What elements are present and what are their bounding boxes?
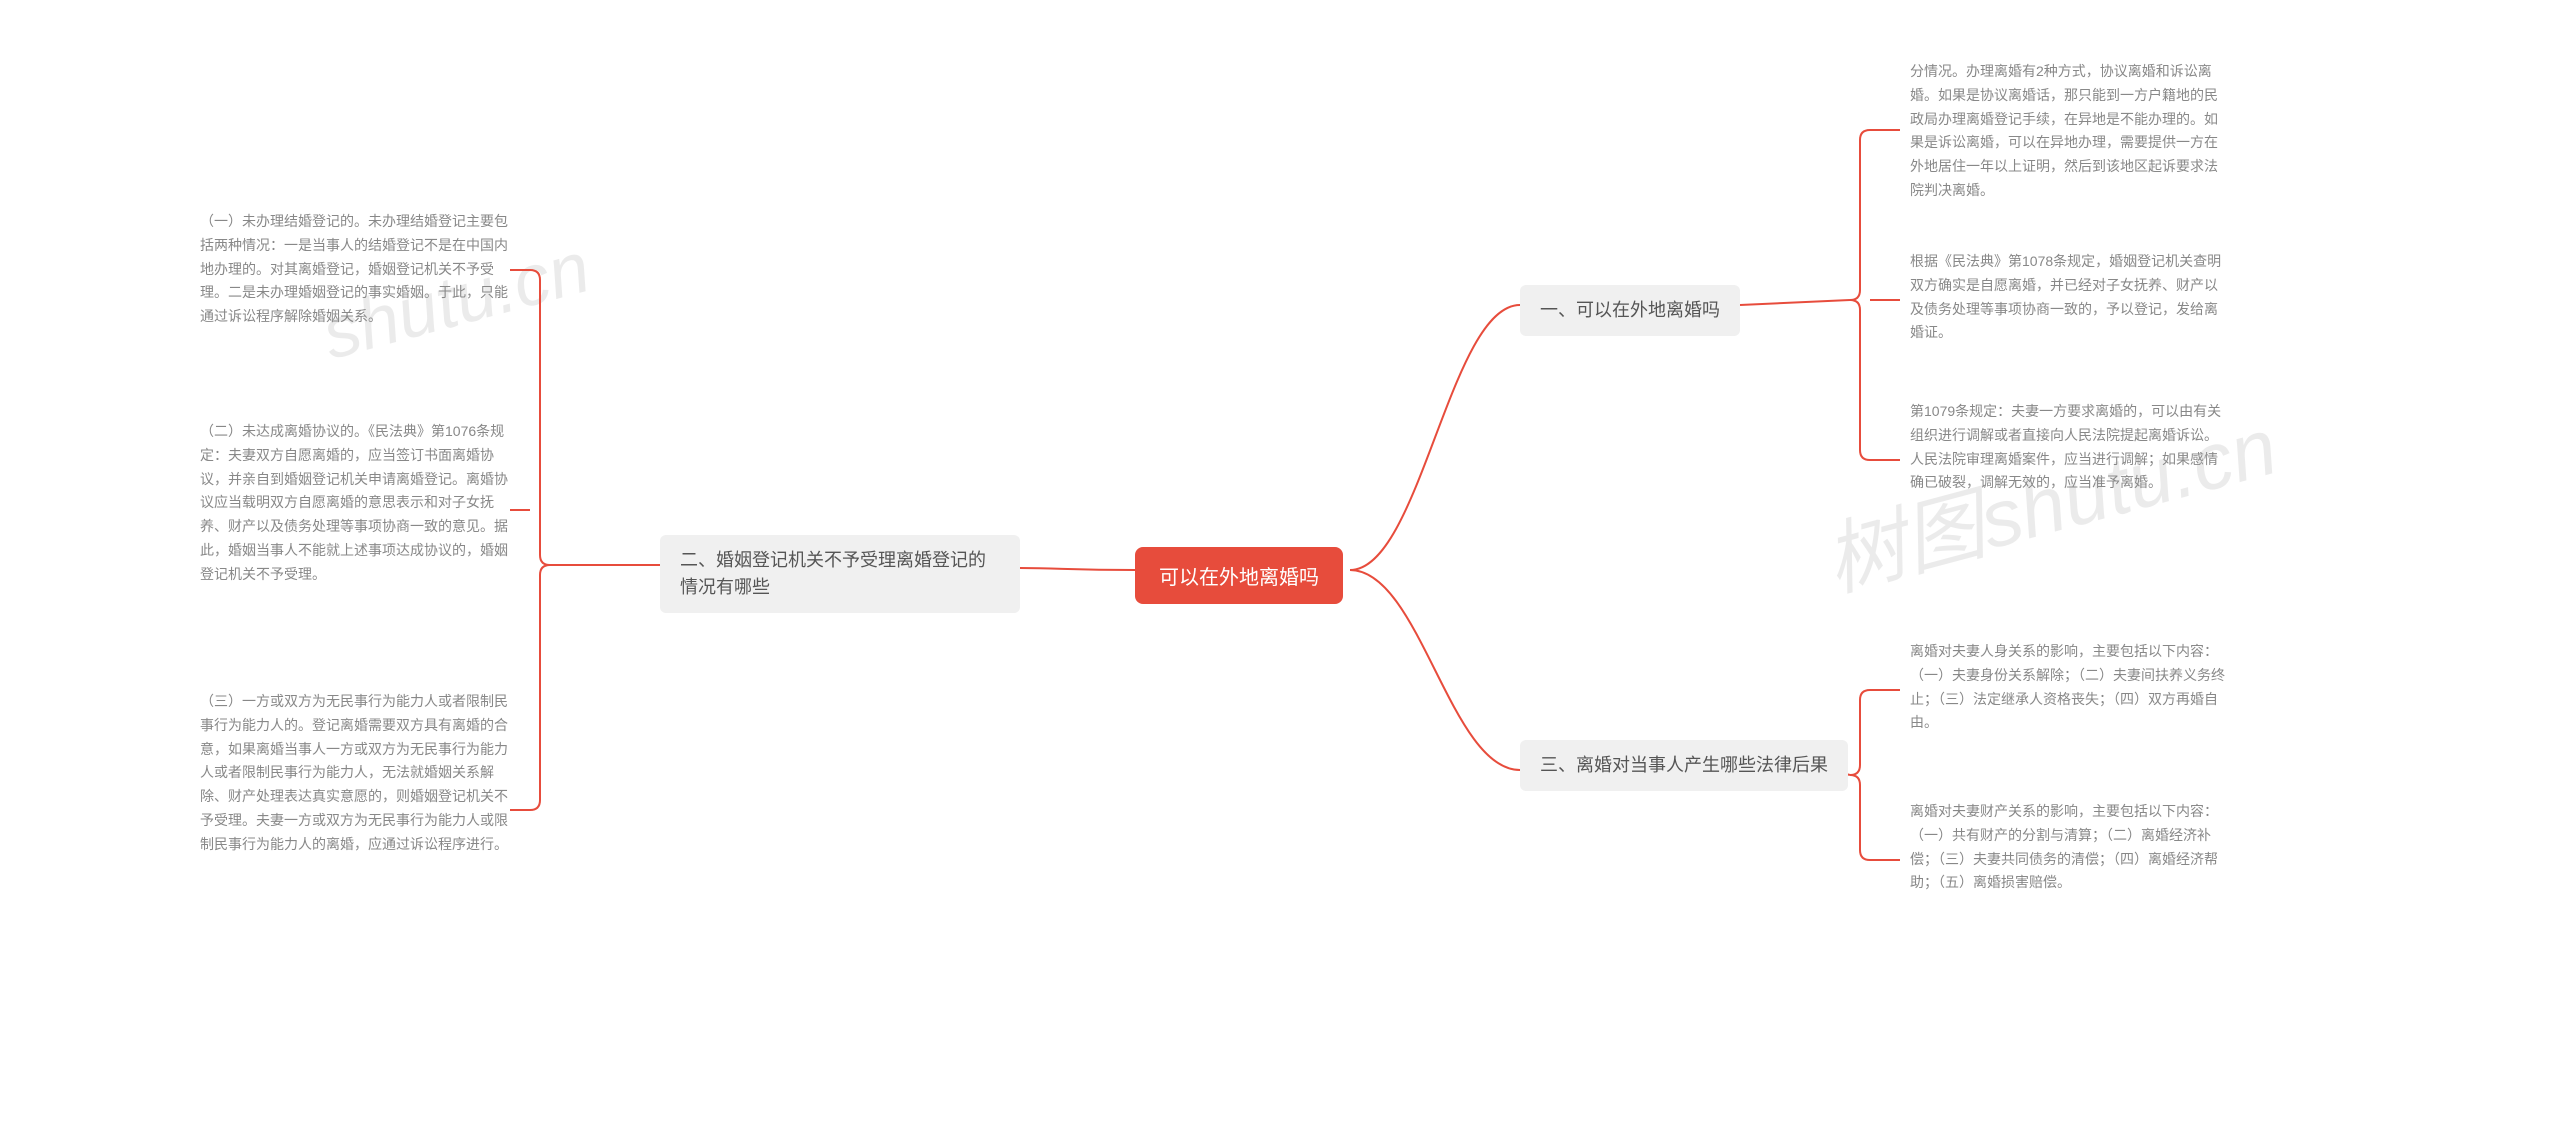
leaf-r2-1: 离婚对夫妻人身关系的影响，主要包括以下内容：（一）夫妻身份关系解除；（二）夫妻间… [1910,640,2230,735]
leaf-l1-3: （三）一方或双方为无民事行为能力人或者限制民事行为能力人的。登记离婚需要双方具有… [200,690,510,857]
leaf-l1-2: （二）未达成离婚协议的。《民法典》第1076条规定：夫妻双方自愿离婚的，应当签订… [200,420,510,587]
leaf-r1-3: 第1079条规定：夫妻一方要求离婚的，可以由有关组织进行调解或者直接向人民法院提… [1910,400,2230,495]
node-left-1: 二、婚姻登记机关不予受理离婚登记的情况有哪些 [660,535,1020,613]
leaf-r2-2: 离婚对夫妻财产关系的影响，主要包括以下内容：（一）共有财产的分割与清算；（二）离… [1910,800,2230,895]
root-node: 可以在外地离婚吗 [1135,547,1343,604]
leaf-l1-1: （一）未办理结婚登记的。未办理结婚登记主要包括两种情况：一是当事人的结婚登记不是… [200,210,510,329]
leaf-r1-1: 分情况。办理离婚有2种方式，协议离婚和诉讼离婚。如果是协议离婚话，那只能到一方户… [1910,60,2230,203]
node-right-1: 一、可以在外地离婚吗 [1520,285,1740,336]
leaf-r1-2: 根据《民法典》第1078条规定，婚姻登记机关查明双方确实是自愿离婚，并已经对子女… [1910,250,2230,345]
node-right-2: 三、离婚对当事人产生哪些法律后果 [1520,740,1848,791]
